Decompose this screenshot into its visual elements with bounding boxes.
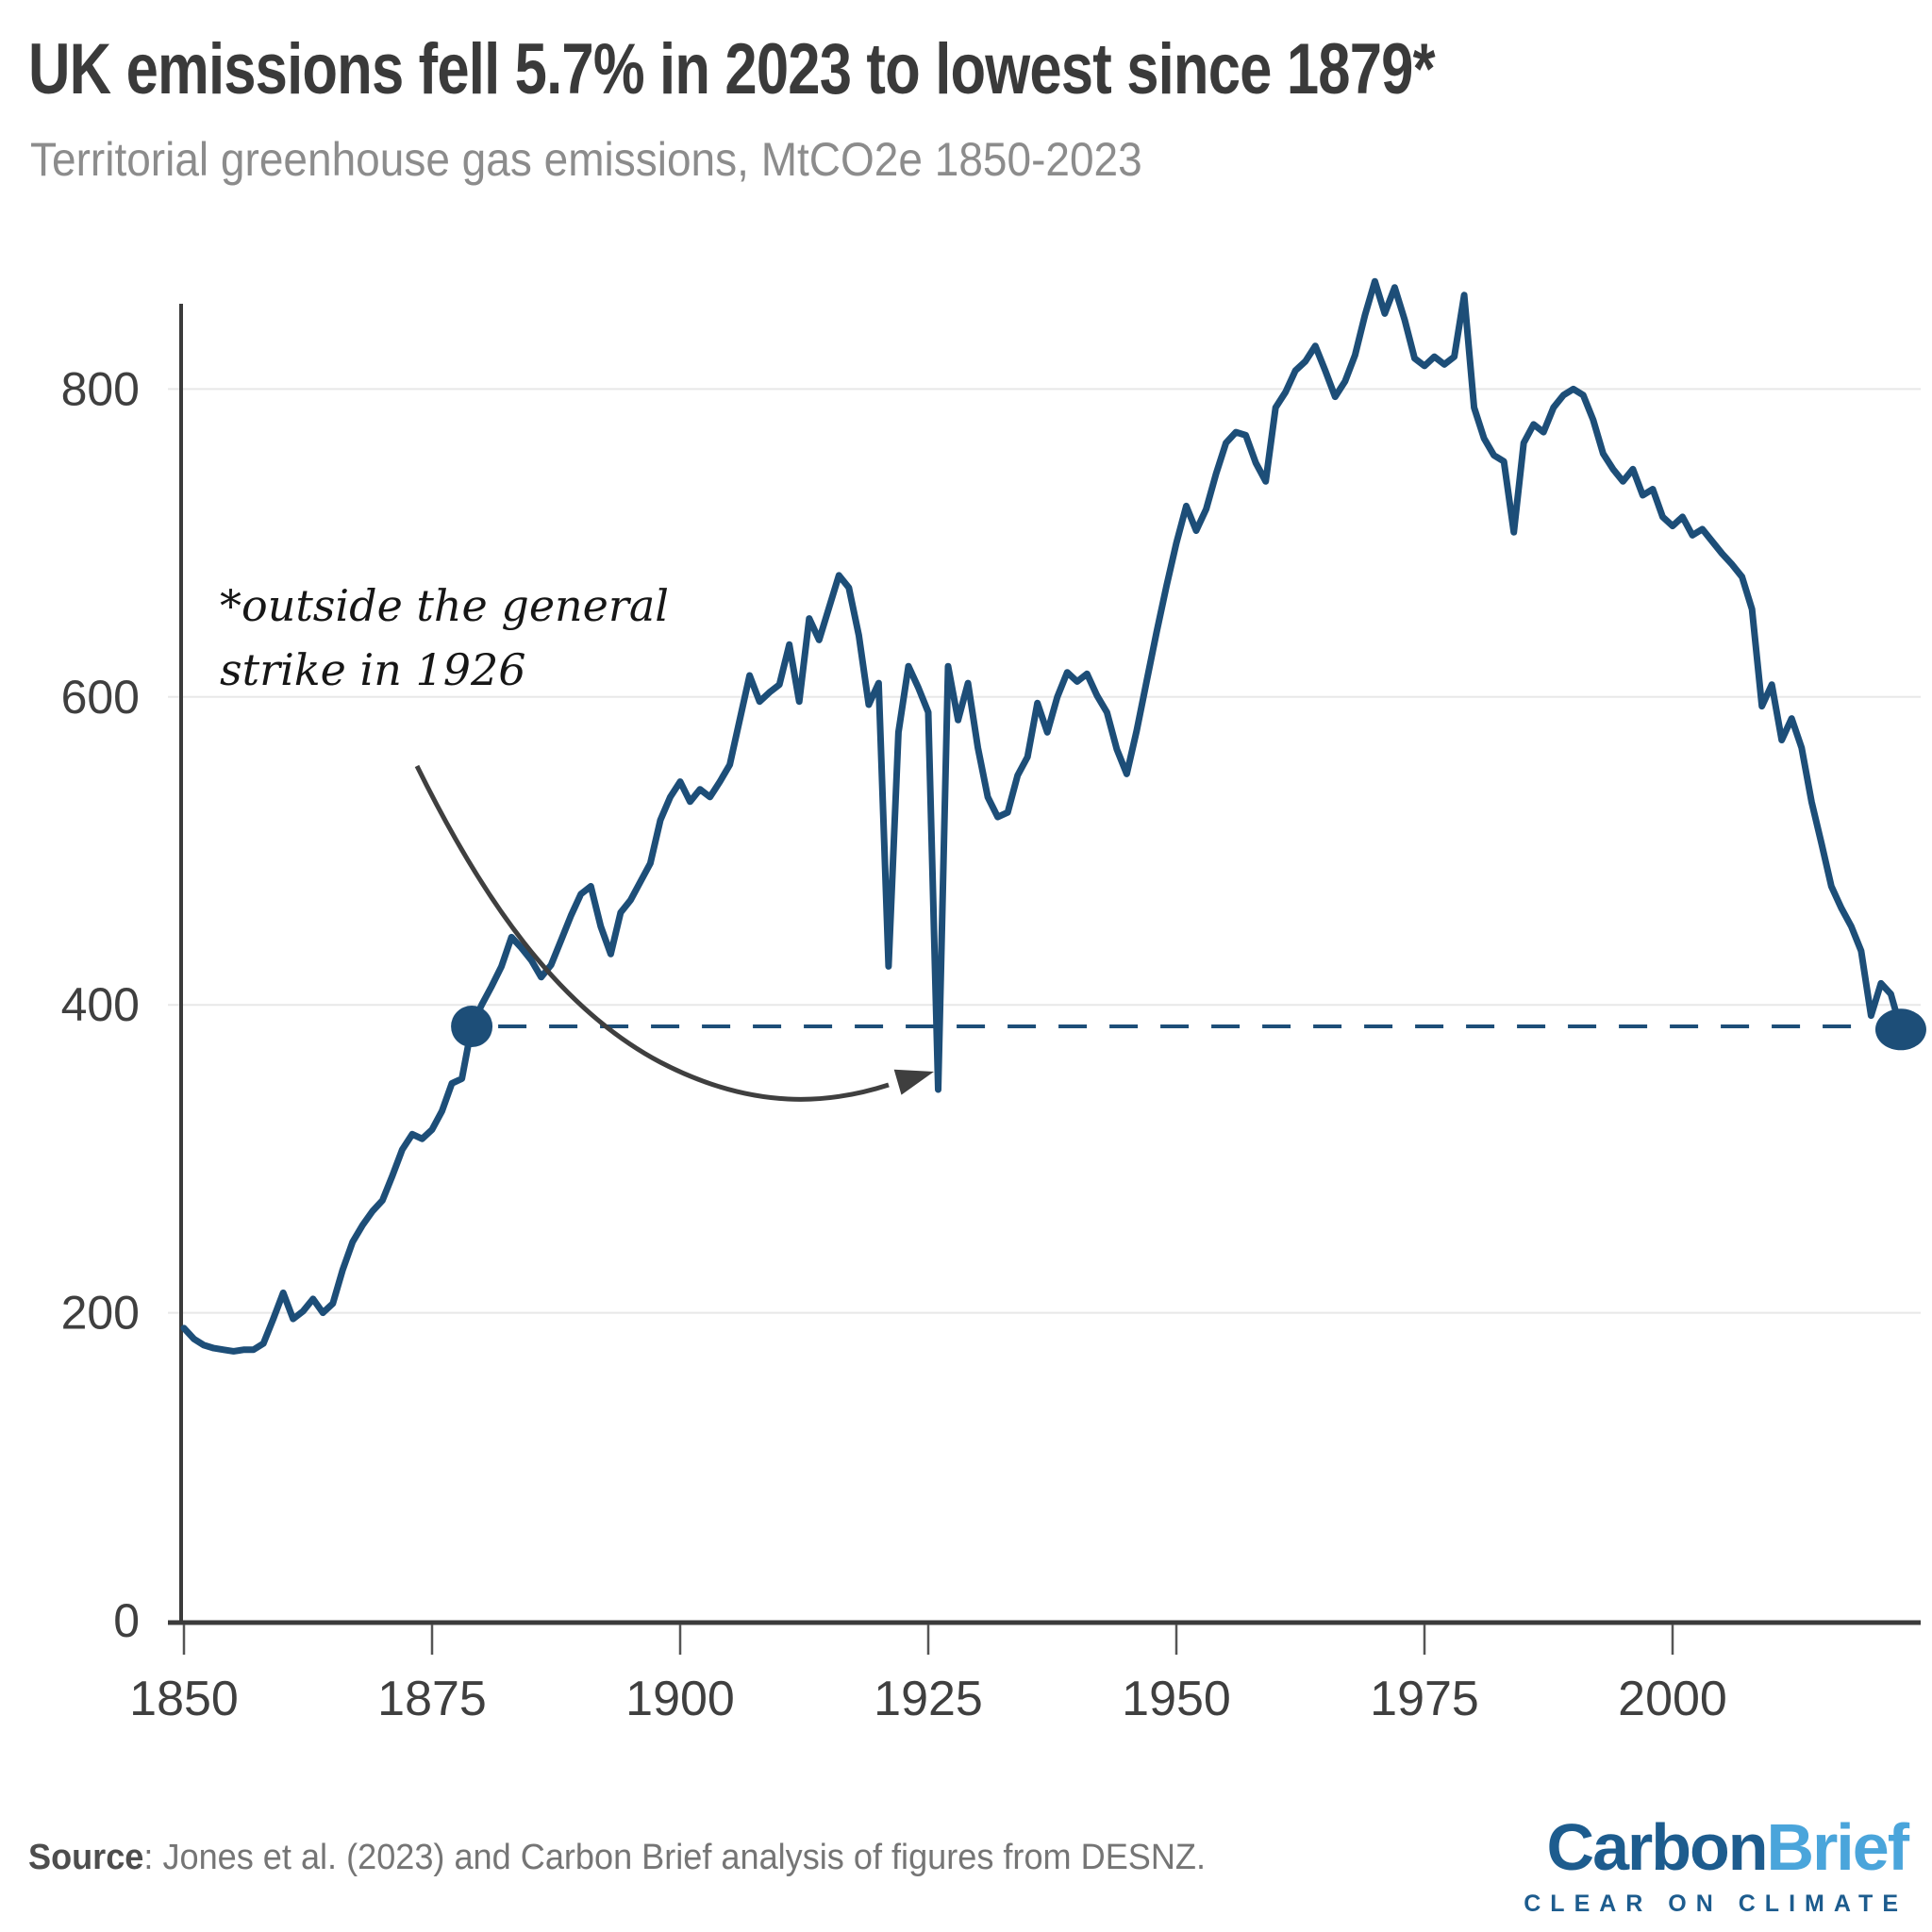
x-tick-label-1975: 1975 [1370,1672,1479,1726]
x-tick-label-1925: 1925 [874,1672,983,1726]
y-tick-label-0: 0 [113,1594,140,1647]
strike-annotation-line1: *outside the general [220,580,670,631]
carbonbrief-logo: CarbonBrief CLEAR ON CLIMATE [1524,1809,1909,1918]
chart-title: UK emissions fell 5.7% in 2023 to lowest… [28,29,1436,109]
strike-annotation-line2: strike in 1926 [220,644,526,695]
y-tick-label-800: 800 [61,362,140,415]
marker-1879 [451,1006,493,1048]
y-tick-label-200: 200 [61,1287,140,1340]
logo-carbon: Carbon [1546,1810,1769,1884]
x-tick-label-1950: 1950 [1122,1672,1231,1726]
marker-2023 [1874,1008,1926,1051]
chart-subtitle: Territorial greenhouse gas emissions, Mt… [30,133,1142,186]
x-tick-label-1900: 1900 [625,1672,735,1726]
y-tick-label-600: 600 [61,671,140,724]
x-tick-label-1850: 1850 [129,1672,239,1726]
carbonbrief-wordmark: CarbonBrief [1524,1809,1909,1885]
logo-tagline: CLEAR ON CLIMATE [1524,1890,1907,1917]
x-tick-label-2000: 2000 [1618,1672,1727,1726]
y-tick-label-400: 400 [61,978,140,1031]
source-label: Source [28,1838,144,1877]
logo-brief: Brief [1766,1810,1909,1884]
x-tick-label-1875: 1875 [377,1672,487,1726]
strike-annotation: *outside the general strike in 1926 [220,574,669,702]
annotation-arrowhead-icon [893,1069,934,1095]
annotation-arrow-curve [414,764,890,1102]
source-note: Source: Jones et al. (2023) and Carbon B… [28,1838,1206,1878]
source-text: : Jones et al. (2023) and Carbon Brief a… [143,1838,1207,1877]
